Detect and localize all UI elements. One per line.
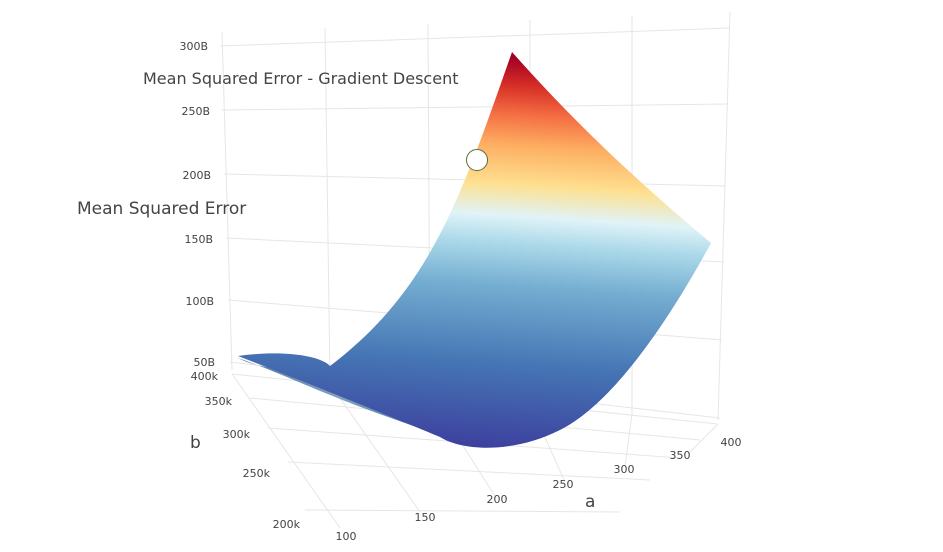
y-tick: 400k bbox=[191, 370, 219, 383]
z-tick: 250B bbox=[181, 105, 210, 118]
chart-title: Mean Squared Error - Gradient Descent bbox=[143, 69, 458, 88]
gradient-descent-marker bbox=[466, 149, 488, 171]
x-tick: 100 bbox=[336, 530, 357, 543]
z-axis-ticks: 300B 250B 200B 150B 100B 50B bbox=[179, 40, 215, 369]
x-tick: 350 bbox=[670, 449, 691, 462]
y-tick: 200k bbox=[273, 518, 301, 531]
surface-top bbox=[238, 52, 711, 448]
x-axis-title: a bbox=[585, 492, 595, 512]
x-tick: 150 bbox=[415, 511, 436, 524]
x-tick: 200 bbox=[487, 493, 508, 506]
z-axis-title: Mean Squared Error bbox=[77, 199, 246, 219]
x-tick: 400 bbox=[721, 436, 742, 449]
y-tick: 300k bbox=[223, 428, 251, 441]
y-axis-title: b bbox=[190, 433, 201, 453]
error-surface bbox=[238, 52, 711, 448]
x-tick: 250 bbox=[553, 478, 574, 491]
z-tick: 200B bbox=[182, 169, 211, 182]
y-tick: 350k bbox=[205, 395, 233, 408]
y-tick: 250k bbox=[243, 467, 271, 480]
z-tick: 150B bbox=[184, 233, 213, 246]
z-tick: 50B bbox=[193, 356, 215, 369]
x-axis-ticks: 100 150 200 250 300 350 400 bbox=[336, 436, 742, 543]
z-tick: 300B bbox=[179, 40, 208, 53]
y-axis-ticks: 400k 350k 300k 250k 200k bbox=[191, 370, 301, 531]
z-tick: 100B bbox=[185, 295, 214, 308]
x-tick: 300 bbox=[614, 463, 635, 476]
